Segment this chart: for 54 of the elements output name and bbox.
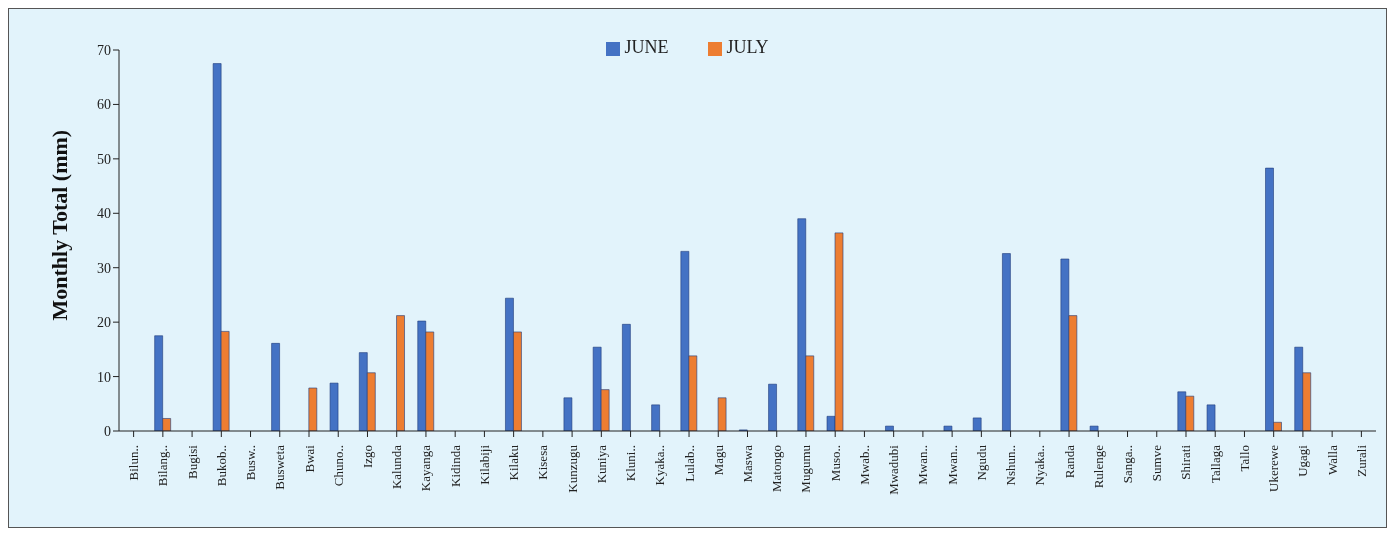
x-tick-label: Bugisi xyxy=(184,444,200,479)
x-tick-label: Kluni.. xyxy=(623,445,639,482)
x-tick-label: Chuno.. xyxy=(330,445,346,487)
x-tick-label: Randa xyxy=(1061,444,1077,479)
x-tick-label: Zurali xyxy=(1353,444,1369,477)
x-tick-label: Tallaga xyxy=(1207,444,1223,484)
x-tick-label: Ukerewe xyxy=(1266,444,1282,492)
x-tick-label: Muso.. xyxy=(827,445,843,482)
x-tick-label: Lulab.. xyxy=(681,445,697,482)
x-tick-label: Bukob.. xyxy=(213,445,229,487)
x-tick-label: Nshun.. xyxy=(1003,445,1019,486)
x-tick-label: Mwan.. xyxy=(915,445,931,485)
x-tick-label: Kalunda xyxy=(389,444,405,490)
x-tick-label: Tallo xyxy=(1236,445,1252,472)
x-tick-label: Walla xyxy=(1324,444,1340,475)
x-tick-label: Kilabiji xyxy=(476,444,492,485)
x-tick-label: Bilun.. xyxy=(126,445,142,481)
x-tick-label: Mwab.. xyxy=(856,445,872,485)
x-tick-label: Nyaka.. xyxy=(1032,445,1048,486)
x-tick-label: Shirati xyxy=(1178,444,1194,480)
x-tick-label: Kyaka.. xyxy=(652,445,668,486)
x-tick-label: Mwadubi xyxy=(886,444,902,495)
x-tick-label: Kilaku xyxy=(506,444,522,481)
y-tick-label: 60 xyxy=(97,97,111,113)
x-tick-label: Kunzugu xyxy=(564,444,580,493)
legend-label: JULY xyxy=(726,37,769,57)
x-tick-label: Kuniya xyxy=(593,444,609,484)
x-tick-label: Maswa xyxy=(740,444,755,483)
x-tick-label: Bwai xyxy=(301,444,317,473)
x-tick-label: Ugagi xyxy=(1295,444,1311,477)
y-axis-title: Monthly Total (mm) xyxy=(46,129,72,321)
x-tick-label: Ngudu xyxy=(973,444,989,481)
x-tick-label: Kayanga xyxy=(418,444,434,492)
x-tick-label: Rulenge xyxy=(1090,444,1106,489)
y-tick-label: 50 xyxy=(97,151,111,167)
x-tick-label: Mugumu xyxy=(798,444,814,493)
x-tick-label: Izgo xyxy=(359,445,375,469)
x-tick-label: Busweta xyxy=(272,444,288,490)
y-tick-label: 10 xyxy=(97,369,111,385)
x-tick-label: Sumve xyxy=(1149,444,1165,482)
y-tick-label: 0 xyxy=(104,423,111,439)
y-tick-label: 20 xyxy=(97,315,111,331)
legend-label: JUNE xyxy=(624,37,669,57)
x-tick-label: Mwan.. xyxy=(944,445,960,485)
x-tick-label: Kidinda xyxy=(447,444,463,487)
x-tick-label: Matongo xyxy=(769,445,785,492)
y-tick-label: 70 xyxy=(97,42,111,58)
y-tick-label: 40 xyxy=(97,206,111,222)
y-tick-label: 30 xyxy=(97,260,111,276)
x-tick-label: Busw.. xyxy=(243,445,259,481)
x-tick-label: Magu xyxy=(710,444,726,476)
x-tick-label: Bilang.. xyxy=(155,445,171,487)
x-tick-label: Sanga.. xyxy=(1120,445,1136,484)
x-tick-label: Kisesa xyxy=(535,444,551,480)
